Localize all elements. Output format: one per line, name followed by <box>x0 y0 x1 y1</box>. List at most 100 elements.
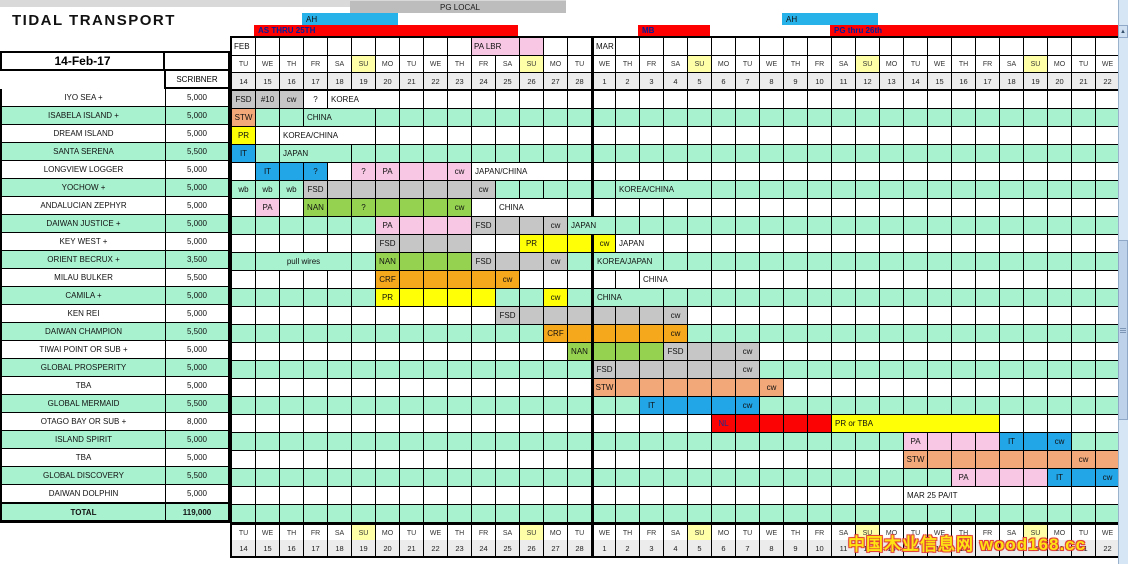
month-cell[interactable] <box>880 38 904 56</box>
schedule-cell[interactable] <box>712 343 736 361</box>
schedule-cell[interactable] <box>760 343 784 361</box>
schedule-cell[interactable] <box>400 127 424 145</box>
date-cell[interactable]: 6 <box>712 540 736 558</box>
schedule-cell[interactable] <box>880 397 904 415</box>
date-cell[interactable]: 21 <box>400 540 424 558</box>
vessel-name-cell[interactable]: GLOBAL MERMAID <box>2 395 166 413</box>
month-cell[interactable] <box>712 38 736 56</box>
date-cell[interactable]: 19 <box>352 540 376 558</box>
month-cell[interactable] <box>424 38 448 56</box>
schedule-cell[interactable] <box>688 451 712 469</box>
schedule-cell[interactable] <box>808 397 832 415</box>
schedule-cell[interactable] <box>520 325 544 343</box>
schedule-cell[interactable] <box>568 415 592 433</box>
schedule-cell[interactable] <box>976 433 1000 451</box>
schedule-cell[interactable] <box>400 289 424 307</box>
schedule-cell[interactable]: cw <box>544 289 568 307</box>
schedule-cell[interactable] <box>688 415 712 433</box>
schedule-cell[interactable] <box>472 361 496 379</box>
schedule-cell[interactable] <box>1096 505 1120 523</box>
schedule-cell[interactable] <box>568 325 592 343</box>
schedule-cell[interactable] <box>1000 397 1024 415</box>
date-cell[interactable]: 18 <box>1000 73 1024 91</box>
schedule-cell[interactable] <box>784 397 808 415</box>
schedule-cell[interactable] <box>760 487 784 505</box>
schedule-cell[interactable] <box>400 217 424 235</box>
schedule-cell[interactable] <box>328 325 352 343</box>
schedule-cell[interactable] <box>400 235 424 253</box>
schedule-cell[interactable] <box>832 487 856 505</box>
schedule-cell[interactable] <box>808 451 832 469</box>
schedule-cell[interactable] <box>424 343 448 361</box>
schedule-cell[interactable] <box>304 235 328 253</box>
schedule-cell[interactable] <box>448 433 472 451</box>
schedule-cell[interactable] <box>304 325 328 343</box>
schedule-cell[interactable] <box>856 361 880 379</box>
weekday-cell[interactable]: MO <box>880 56 904 73</box>
date-cell[interactable]: 15 <box>928 540 952 558</box>
schedule-cell[interactable] <box>664 433 688 451</box>
schedule-cell[interactable] <box>472 235 496 253</box>
date-cell[interactable]: 14 <box>904 73 928 91</box>
vessel-name-cell[interactable]: ISLAND SPIRIT <box>2 431 166 449</box>
schedule-cell[interactable] <box>280 343 304 361</box>
schedule-cell[interactable] <box>808 271 832 289</box>
date-cell[interactable]: 26 <box>520 540 544 558</box>
schedule-cell[interactable] <box>928 505 952 523</box>
schedule-cell[interactable] <box>568 487 592 505</box>
schedule-cell[interactable] <box>400 271 424 289</box>
date-cell[interactable]: 9 <box>784 73 808 91</box>
schedule-cell[interactable] <box>1024 181 1048 199</box>
weekday-cell[interactable]: TU <box>904 56 928 73</box>
schedule-cell[interactable] <box>688 469 712 487</box>
weekday-cell[interactable]: TU <box>736 56 760 73</box>
schedule-cell[interactable] <box>976 469 1000 487</box>
date-cell[interactable]: 3 <box>640 540 664 558</box>
month-cell[interactable] <box>616 38 640 56</box>
schedule-cell[interactable] <box>616 199 640 217</box>
weekday-cell[interactable]: TU <box>568 56 592 73</box>
schedule-cell[interactable]: cw <box>1072 451 1096 469</box>
schedule-cell[interactable] <box>280 217 304 235</box>
schedule-cell[interactable] <box>424 505 448 523</box>
schedule-cell[interactable] <box>688 235 712 253</box>
schedule-cell[interactable] <box>1072 253 1096 271</box>
schedule-cell[interactable] <box>592 307 616 325</box>
schedule-cell[interactable] <box>1024 343 1048 361</box>
date-cell[interactable]: 25 <box>496 73 520 91</box>
schedule-cell[interactable] <box>1024 487 1048 505</box>
schedule-cell[interactable] <box>784 433 808 451</box>
schedule-cell[interactable] <box>952 217 976 235</box>
vessel-qty-cell[interactable]: 5,000 <box>166 431 228 449</box>
schedule-cell[interactable] <box>832 289 856 307</box>
schedule-cell[interactable] <box>256 379 280 397</box>
schedule-cell[interactable] <box>664 505 688 523</box>
schedule-cell[interactable] <box>400 199 424 217</box>
schedule-cell[interactable] <box>496 235 520 253</box>
schedule-cell[interactable] <box>736 505 760 523</box>
vessel-qty-cell[interactable]: 5,500 <box>166 395 228 413</box>
schedule-cell[interactable] <box>976 91 1000 109</box>
schedule-cell[interactable] <box>880 181 904 199</box>
schedule-cell[interactable] <box>496 109 520 127</box>
weekday-cell[interactable]: FR <box>472 56 496 73</box>
schedule-cell[interactable]: MAR 25 PA/IT <box>904 487 1000 505</box>
schedule-cell[interactable] <box>280 451 304 469</box>
schedule-cell[interactable] <box>328 181 352 199</box>
month-cell[interactable]: MAR <box>592 38 616 56</box>
schedule-cell[interactable] <box>712 451 736 469</box>
schedule-cell[interactable] <box>832 397 856 415</box>
schedule-cell[interactable] <box>448 253 472 271</box>
schedule-cell[interactable] <box>424 127 448 145</box>
schedule-cell[interactable] <box>328 163 352 181</box>
schedule-cell[interactable] <box>952 361 976 379</box>
schedule-cell[interactable] <box>640 379 664 397</box>
schedule-cell[interactable] <box>784 289 808 307</box>
schedule-cell[interactable] <box>424 325 448 343</box>
schedule-cell[interactable] <box>928 397 952 415</box>
schedule-cell[interactable]: JAPAN/CHINA <box>472 163 568 181</box>
schedule-cell[interactable] <box>664 127 688 145</box>
schedule-cell[interactable] <box>544 307 568 325</box>
vessel-qty-cell[interactable]: 5,000 <box>166 341 228 359</box>
schedule-cell[interactable] <box>928 235 952 253</box>
